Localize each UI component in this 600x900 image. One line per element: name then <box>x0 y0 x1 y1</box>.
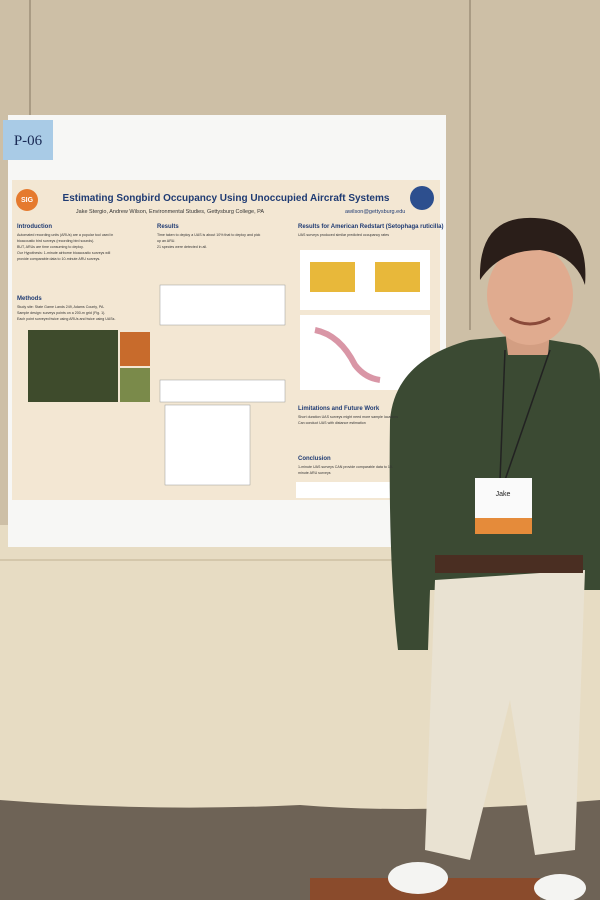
poster-email: awilson@gettysburg.edu <box>345 209 405 215</box>
section-heading: Methods <box>17 296 42 302</box>
section-heading: Results for American Redstart (Setophaga… <box>298 224 443 230</box>
section-heading: Introduction <box>17 224 52 230</box>
lanyard <box>499 349 506 481</box>
section-text: Time taken to deploy a UAS is about 10% … <box>157 233 261 237</box>
section-heading: Conclusion <box>298 456 331 462</box>
results-table <box>159 379 286 403</box>
shoe <box>388 862 448 894</box>
badge-stripe <box>475 518 532 534</box>
aru-photo <box>120 368 150 402</box>
sign <box>3 120 53 160</box>
smile <box>509 316 551 326</box>
section-text: 21 species were detected in all. <box>157 245 207 249</box>
face <box>487 245 573 345</box>
section-text: UAS surveys produced similar predicted o… <box>298 233 389 237</box>
section-text: Short duration UAS surveys might need mo… <box>298 415 398 419</box>
section-text: Can conduct UAS with distance estimation <box>298 421 366 425</box>
logo <box>16 189 38 211</box>
section-text: Our Hypothesis: 1-minute airborne bioaco… <box>17 251 110 255</box>
belt <box>435 555 583 573</box>
poster-text: Introduction Automated recording units (A… <box>17 224 443 475</box>
section-heading: Limitations and Future Work <box>298 406 380 412</box>
section-text: bioacoustic bird surveys (recording bird… <box>17 239 94 243</box>
pants <box>425 570 585 860</box>
lanyard <box>504 349 551 481</box>
section-text: 1-minute UAS surveys CAN provide compara… <box>298 465 394 469</box>
sign-text: P-06 <box>14 133 43 149</box>
section-text: Study site: State Game Lands 249, Adams … <box>17 305 104 309</box>
poster-authors: Jake Stergio, Andrew Wilson, Environment… <box>76 209 265 215</box>
heatmap <box>375 262 420 292</box>
hair <box>479 217 586 285</box>
section-text: up an ARU. <box>157 239 175 243</box>
aerial-photo <box>28 330 118 402</box>
badge-name: Jake <box>496 491 511 498</box>
college-seal <box>410 186 434 210</box>
section-text: BUT, ARUs are time consuming to deploy. <box>17 245 84 249</box>
results-table <box>159 284 286 326</box>
section-text: Automated recording units (ARUs) are a p… <box>17 233 113 237</box>
section-text: Each point surveyed twice using ARUs and… <box>17 317 115 321</box>
heatmap <box>310 262 355 292</box>
occupancy-curve <box>314 327 381 383</box>
section-text: minute ARU surveys <box>298 471 331 475</box>
section-text: Sample design: surveys points on a 200-m… <box>17 311 105 315</box>
drone-photo <box>120 332 150 366</box>
logo-text: SIG <box>21 197 34 204</box>
shoe <box>534 874 586 900</box>
section-text: provide comparable data to 10-minute ARU… <box>17 257 100 261</box>
scatter-figure <box>164 404 251 486</box>
section-heading: Results <box>157 224 179 230</box>
poster-title: Estimating Songbird Occupancy Using Unoc… <box>63 193 390 204</box>
